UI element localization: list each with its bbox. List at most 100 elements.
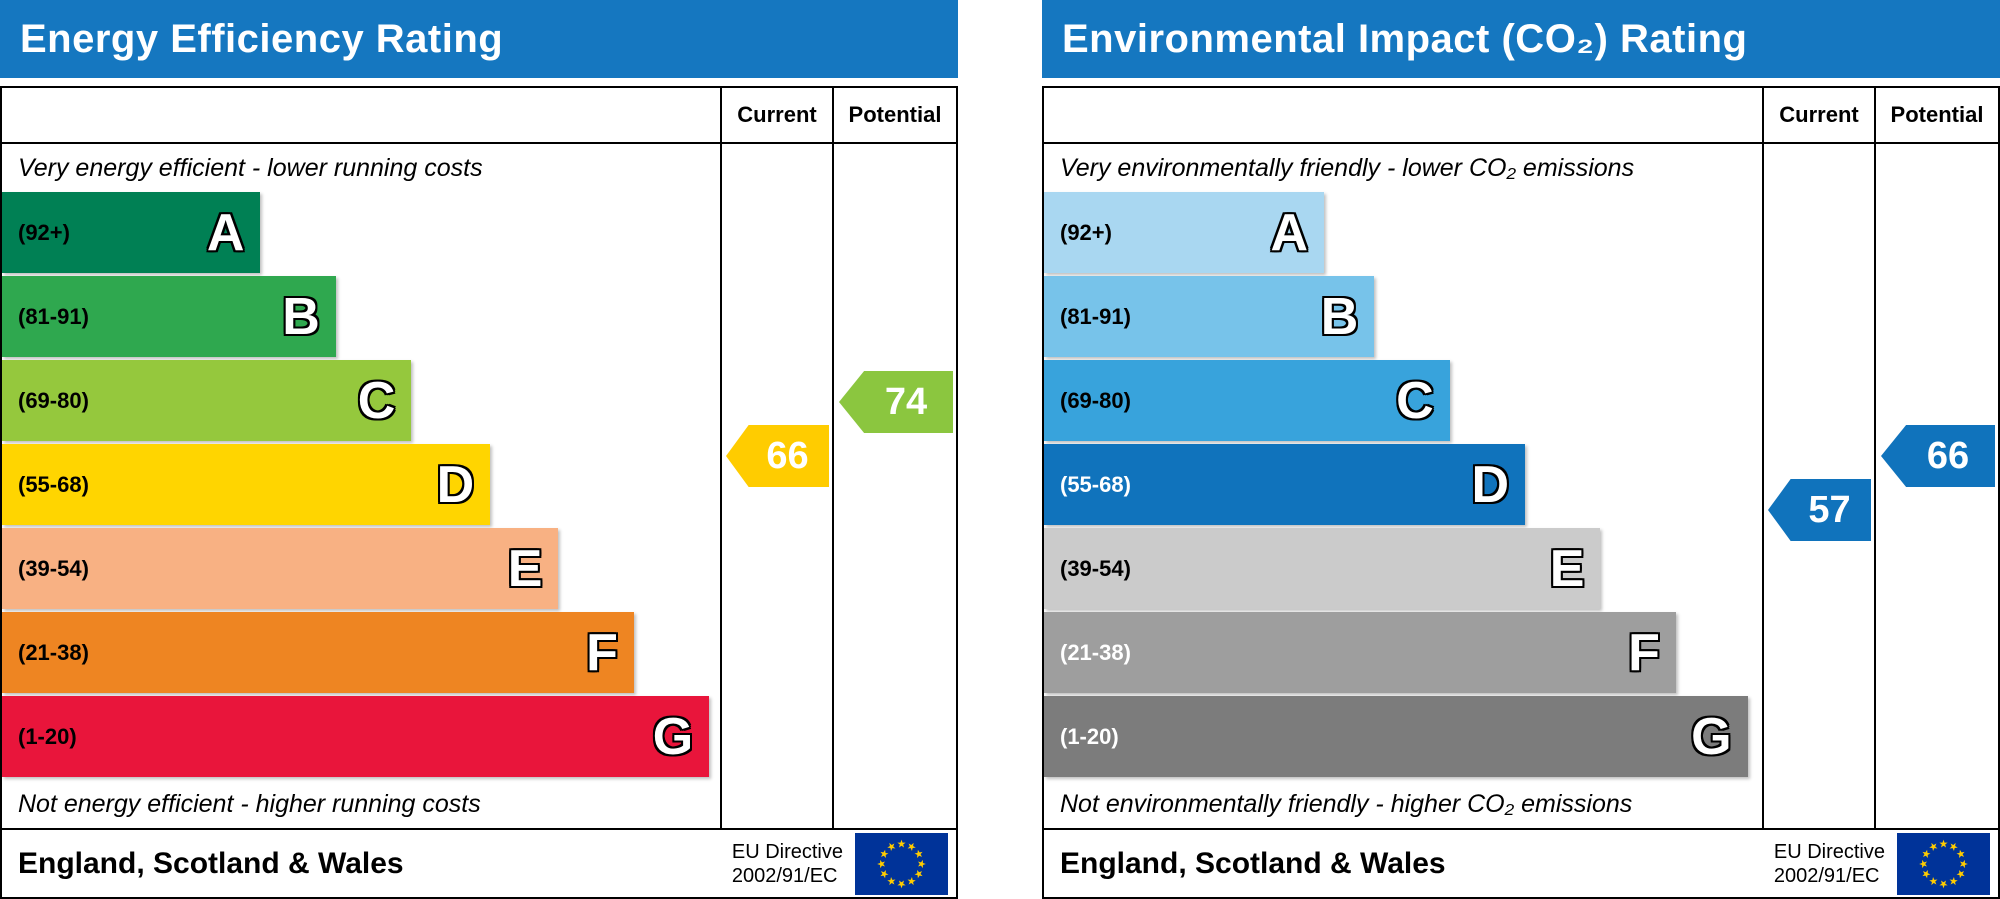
band-letter: D <box>436 455 475 514</box>
band-range-label: (92+) <box>18 219 70 245</box>
band-bar-A: (92+) A <box>2 192 261 273</box>
current-column-header: Current <box>720 88 832 142</box>
band-bar-B: (81-91) B <box>2 276 336 357</box>
potential-column-header: Potential <box>832 88 956 142</box>
band-range-label: (69-80) <box>18 387 89 413</box>
band-letter: F <box>1628 623 1660 682</box>
band-bar-C: (69-80) C <box>1044 360 1450 441</box>
top-caption: Very energy efficient - lower running co… <box>18 153 483 182</box>
potential-column: 66 <box>1874 144 1998 828</box>
potential-rating-value: 66 <box>1926 434 1970 477</box>
band-list: (92+) A (81-91) B (69-80) C (55-68) D (39-54) E (2… <box>2 192 720 780</box>
band-bar-E: (39-54) E <box>2 528 559 609</box>
chart-title-bar: Energy Efficiency Rating <box>0 0 958 78</box>
eu-directive-line2: 2002/91/EC <box>731 864 838 887</box>
column-header-row: Current Potential <box>2 88 956 144</box>
band-letter: A <box>206 203 245 262</box>
current-arrow: 66 <box>726 425 829 487</box>
band-range-label: (39-54) <box>1060 555 1131 581</box>
bottom-caption: Not environmentally friendly - higher CO… <box>1060 789 1633 818</box>
potential-column: 74 <box>832 144 956 828</box>
band-row-A: (92+) A <box>1044 192 1762 276</box>
band-range-label: (21-38) <box>1060 639 1131 665</box>
band-range-label: (21-38) <box>18 639 89 665</box>
band-row-G: (1-20) G <box>2 696 720 780</box>
current-column: 57 <box>1762 144 1874 828</box>
band-bar-G: (1-20) G <box>2 696 710 777</box>
band-range-label: (92+) <box>1060 219 1112 245</box>
band-row-C: (69-80) C <box>1044 360 1762 444</box>
band-range-label: (81-91) <box>1060 303 1131 329</box>
current-column-header: Current <box>1762 88 1874 142</box>
region-label: England, Scotland & Wales <box>18 846 404 880</box>
band-letter: E <box>507 539 543 598</box>
column-header-row: Current Potential <box>1044 88 1998 144</box>
band-letter: E <box>1549 539 1585 598</box>
energy-efficiency-rating-chart: Energy Efficiency Rating Current Potenti… <box>0 0 958 899</box>
band-range-label: (55-68) <box>18 471 89 497</box>
band-row-A: (92+) A <box>2 192 720 276</box>
band-range-label: (55-68) <box>1060 471 1131 497</box>
band-range-label: (1-20) <box>18 723 77 749</box>
eu-directive-line1: EU Directive <box>1773 840 1885 863</box>
band-row-G: (1-20) G <box>1044 696 1762 780</box>
band-letter: F <box>586 623 618 682</box>
band-row-C: (69-80) C <box>2 360 720 444</box>
band-letter: C <box>357 371 396 430</box>
band-letter: D <box>1471 455 1510 514</box>
band-bar-B: (81-91) B <box>1044 276 1375 357</box>
band-row-B: (81-91) B <box>2 276 720 360</box>
chart-footer: England, Scotland & Wales EU Directive 2… <box>1044 828 1998 897</box>
current-rating-value: 66 <box>766 434 809 477</box>
bottom-caption: Not energy efficient - higher running co… <box>18 789 481 818</box>
band-letter: G <box>1691 707 1732 766</box>
band-area: Very environmentally friendly - lower CO… <box>1044 144 1762 828</box>
band-range-label: (81-91) <box>18 303 89 329</box>
current-column: 66 <box>720 144 832 828</box>
potential-column-header: Potential <box>1874 88 1998 142</box>
current-rating-value: 57 <box>1808 488 1851 531</box>
band-letter: C <box>1396 371 1434 430</box>
environmental-impact-rating-chart: Environmental Impact (CO₂) Rating Curren… <box>1042 0 2000 899</box>
band-bar-D: (55-68) D <box>1044 444 1526 525</box>
band-range-label: (1-20) <box>1060 723 1119 749</box>
band-bar-A: (92+) A <box>1044 192 1325 273</box>
chart-table: Current Potential Very environmentally f… <box>1042 86 2000 899</box>
band-header-spacer <box>2 88 720 142</box>
eu-directive-line2: 2002/91/EC <box>1773 864 1880 887</box>
band-bar-D: (55-68) D <box>2 444 491 525</box>
band-bar-G: (1-20) G <box>1044 696 1748 777</box>
band-bar-F: (21-38) F <box>1044 612 1676 693</box>
eu-flag-icon <box>1897 832 1990 895</box>
chart-footer: England, Scotland & Wales EU Directive 2… <box>2 828 956 897</box>
band-row-E: (39-54) E <box>2 528 720 612</box>
potential-arrow: 66 <box>1881 425 1995 487</box>
potential-arrow: 74 <box>839 371 953 433</box>
band-bar-C: (69-80) C <box>2 360 412 441</box>
chart-table: Current Potential Very energy efficient … <box>0 86 958 899</box>
band-letter: A <box>1270 203 1309 262</box>
band-header-spacer <box>1044 88 1762 142</box>
band-row-B: (81-91) B <box>1044 276 1762 360</box>
chart-title: Environmental Impact (CO₂) Rating <box>1062 16 1748 61</box>
chart-title-bar: Environmental Impact (CO₂) Rating <box>1042 0 2000 78</box>
band-row-D: (55-68) D <box>2 444 720 528</box>
band-list: (92+) A (81-91) B (69-80) C (55-68) D (39-54) E (2… <box>1044 192 1762 780</box>
band-row-F: (21-38) F <box>1044 612 1762 696</box>
eu-directive-label: EU Directive 2002/91/EC <box>1774 840 1885 888</box>
eu-directive-line1: EU Directive <box>731 840 843 863</box>
band-range-label: (69-80) <box>1060 387 1131 413</box>
eu-flag-icon <box>855 832 948 895</box>
band-area: Very energy efficient - lower running co… <box>2 144 720 828</box>
band-letter: G <box>652 707 694 766</box>
band-bar-E: (39-54) E <box>1044 528 1601 609</box>
chart-body: Very energy efficient - lower running co… <box>2 144 956 828</box>
band-row-D: (55-68) D <box>1044 444 1762 528</box>
band-letter: B <box>282 287 320 346</box>
top-caption: Very environmentally friendly - lower CO… <box>1060 153 1635 182</box>
chart-title: Energy Efficiency Rating <box>20 16 504 61</box>
chart-body: Very environmentally friendly - lower CO… <box>1044 144 1998 828</box>
band-range-label: (39-54) <box>18 555 89 581</box>
band-letter: B <box>1320 287 1359 346</box>
